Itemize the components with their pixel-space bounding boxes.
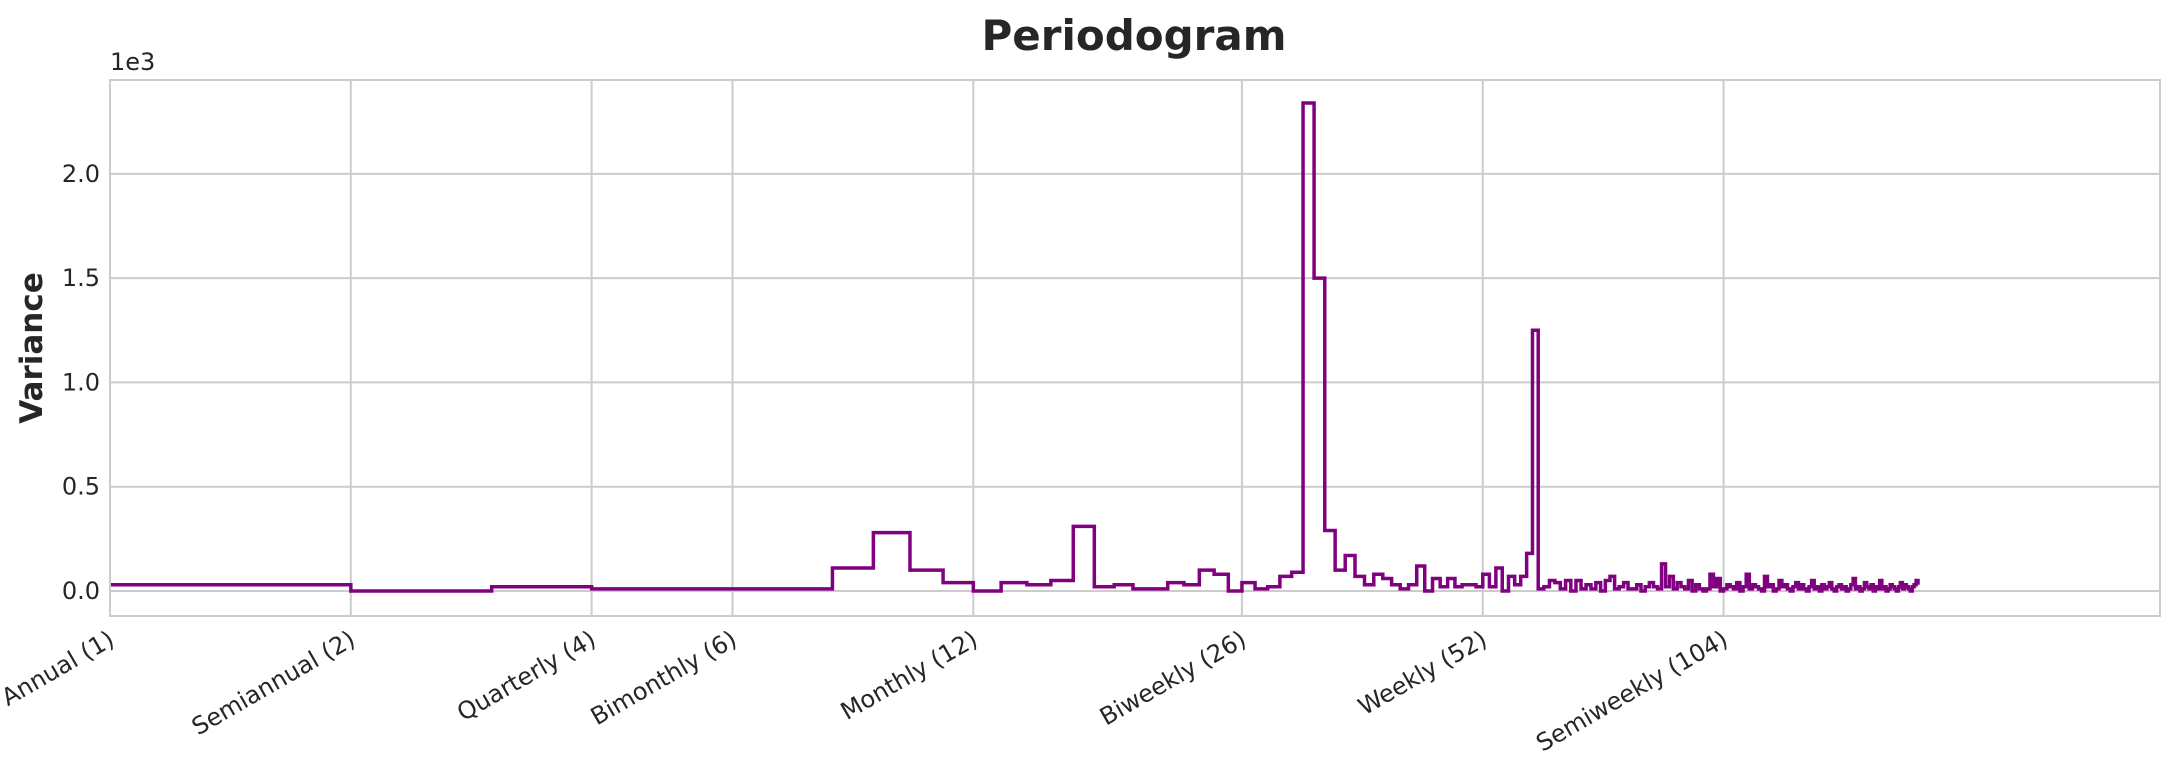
y-axis-label: Variance — [14, 272, 50, 424]
y-axis-offset-label: 1e3 — [110, 48, 155, 76]
x-tick-label: Weekly (52) — [1353, 625, 1491, 721]
x-tick-label: Quarterly (4) — [452, 625, 600, 727]
periodogram-series-line — [110, 101, 1920, 593]
x-tick-label: Monthly (12) — [836, 625, 983, 726]
x-tick-label: Bimonthly (6) — [586, 625, 742, 731]
grid-lines — [109, 80, 2160, 616]
y-tick-label: 0.5 — [62, 473, 100, 501]
y-tick-label: 2.0 — [62, 160, 100, 188]
x-tick-label: Annual (1) — [0, 625, 119, 712]
y-tick-label: 1.0 — [62, 368, 100, 396]
y-tick-label: 1.5 — [62, 264, 100, 292]
x-tick-label: Biweekly (26) — [1095, 625, 1251, 731]
y-tick-label: 0.0 — [62, 577, 100, 605]
x-tick-labels: Annual (1) Semiannual (2) Quarterly (4)Bim… — [0, 625, 1733, 757]
y-tick-labels: 0.0 0.5 1.0 1.5 2.0 — [62, 160, 100, 605]
chart-title: Periodogram — [981, 11, 1286, 60]
x-tick-label: Semiweekly (104) — [1531, 625, 1732, 757]
x-tick-label: Semiannual (2) — [187, 625, 360, 741]
plot-frame — [109, 79, 2161, 617]
